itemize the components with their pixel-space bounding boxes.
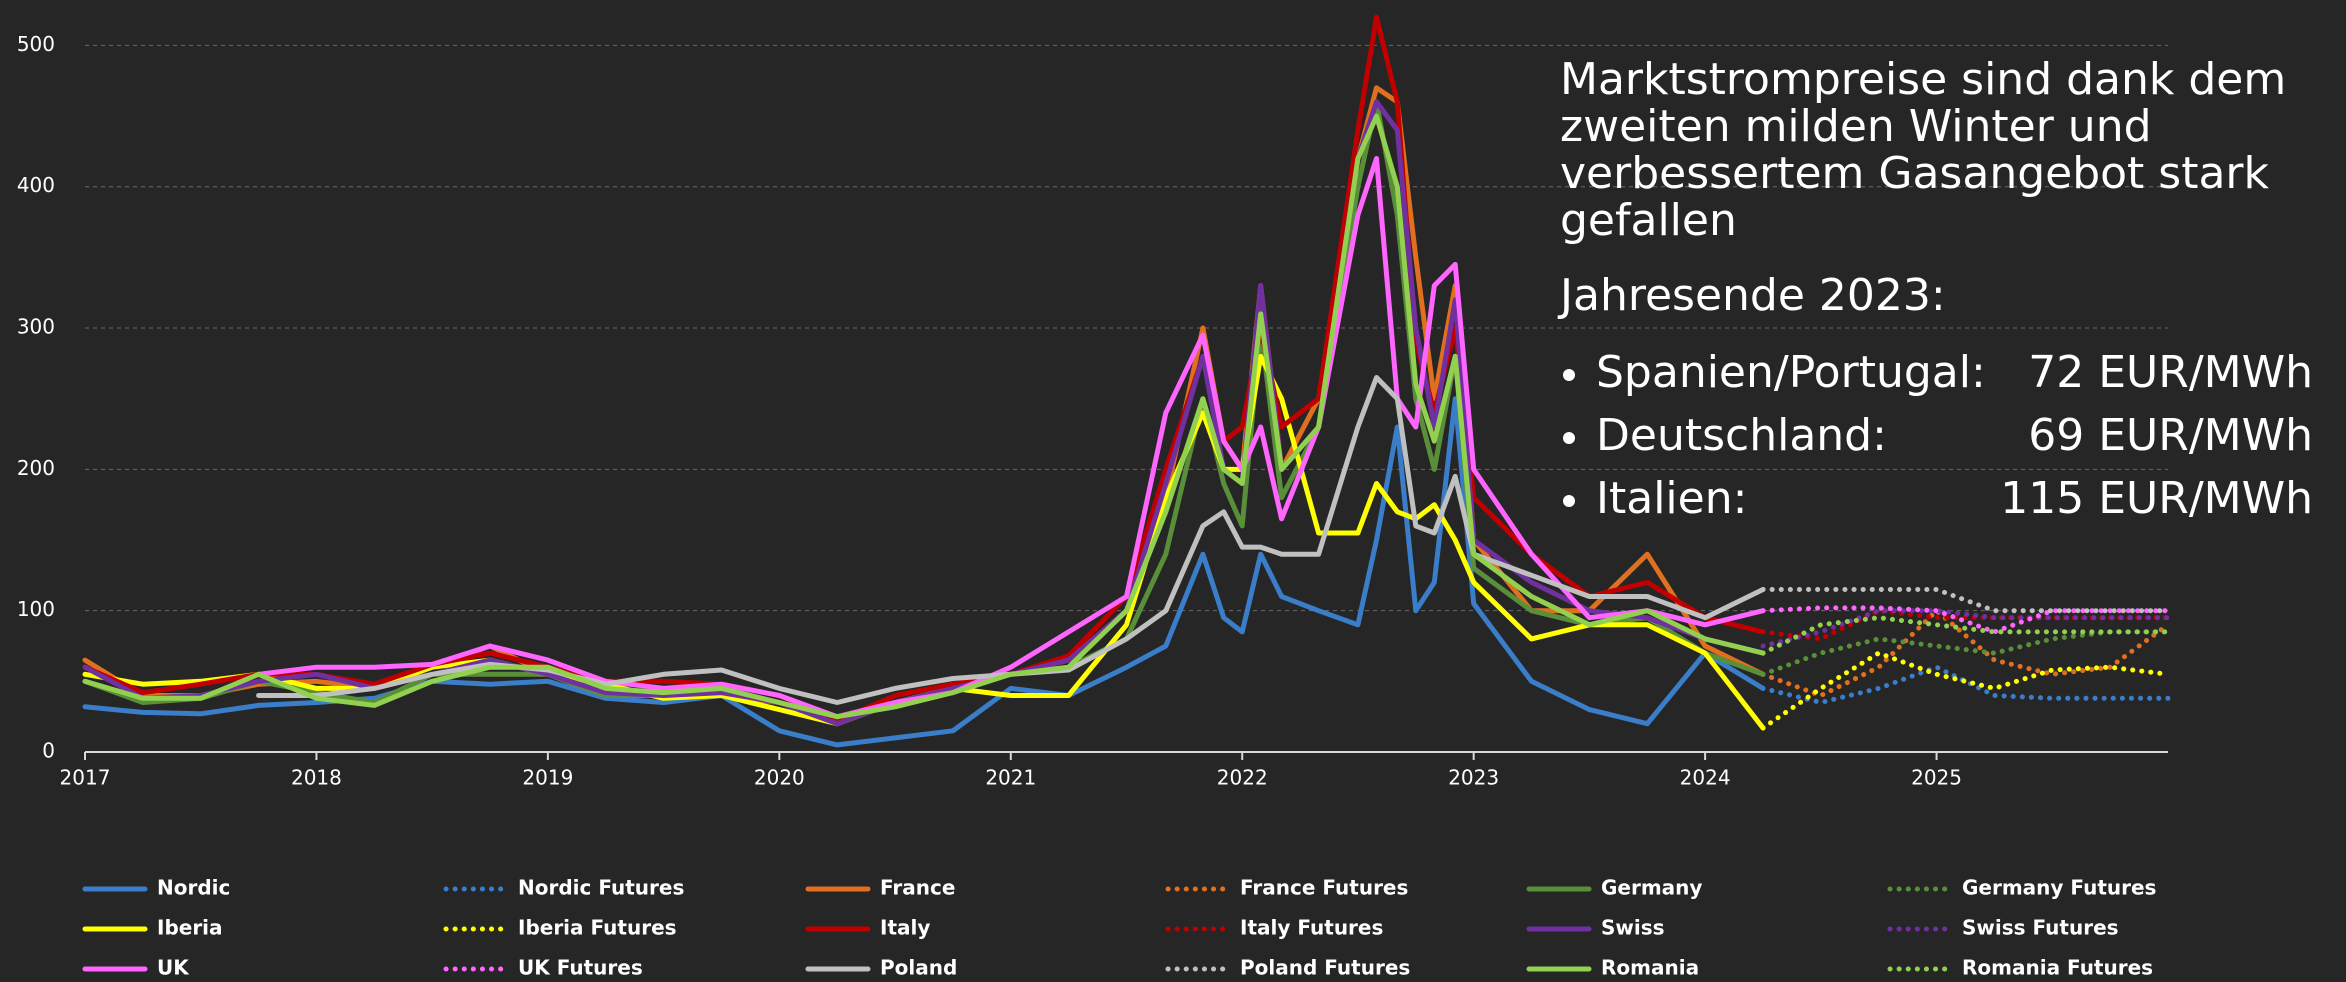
legend-label: Nordic <box>157 876 230 900</box>
legend-label: Italy Futures <box>1240 916 1383 940</box>
y-tick-label: 200 <box>17 456 55 480</box>
x-tick-label: 2019 <box>522 766 573 790</box>
bullet <box>1563 495 1575 507</box>
series-line <box>256 156 1766 720</box>
legend-label: UK Futures <box>518 956 643 980</box>
annotation-item-label: Spanien/Portugal: <box>1596 347 1986 398</box>
x-tick-label: 2023 <box>1448 766 1499 790</box>
annotation-item-value: 69 EUR/MWh <box>2028 410 2313 461</box>
x-tick-label: 2024 <box>1680 766 1731 790</box>
annotation-line: Marktstrompreise sind dank dem <box>1560 54 2286 105</box>
series-line <box>82 396 1766 748</box>
y-tick-label: 300 <box>17 315 55 339</box>
annotation-subheading: Jahresende 2023: <box>1557 270 1946 321</box>
x-tick-label: 2020 <box>754 766 805 790</box>
x-tick-label: 2021 <box>985 766 1036 790</box>
y-tick-label: 500 <box>17 32 55 56</box>
legend-label: France Futures <box>1240 876 1408 900</box>
annotation-line: gefallen <box>1560 195 1737 246</box>
legend-label: Swiss Futures <box>1962 916 2119 940</box>
legend-label: Swiss <box>1601 916 1665 940</box>
annotation-line: zweiten milden Winter und <box>1560 101 2152 152</box>
series-line <box>1760 605 2171 635</box>
series-line <box>82 113 1766 720</box>
legend-label: UK <box>157 956 190 980</box>
legend-label: Romania <box>1601 956 1699 980</box>
y-tick-label: 0 <box>42 739 55 763</box>
legend-label: Poland <box>880 956 957 980</box>
annotation-line: verbessertem Gasangebot stark <box>1560 148 2270 199</box>
y-tick-label: 400 <box>17 173 55 197</box>
y-tick-label: 100 <box>17 597 55 621</box>
legend-label: Romania Futures <box>1962 956 2153 980</box>
x-tick-label: 2018 <box>291 766 342 790</box>
legend-label: Iberia Futures <box>518 916 677 940</box>
annotation-item-label: Italien: <box>1596 473 1747 524</box>
series-line <box>1760 608 2171 649</box>
legend-label: Germany <box>1601 876 1702 900</box>
legend-label: Italy <box>880 916 930 940</box>
annotation-item-value: 72 EUR/MWh <box>2028 347 2313 398</box>
x-tick-label: 2017 <box>60 766 111 790</box>
legend-label: Iberia <box>157 916 223 940</box>
x-tick-label: 2025 <box>1911 766 1962 790</box>
annotation-item-label: Deutschland: <box>1596 410 1887 461</box>
legend-label: Nordic Futures <box>518 876 684 900</box>
legend-label: Poland Futures <box>1240 956 1410 980</box>
series-line <box>1760 608 2171 698</box>
series-line <box>1760 650 2171 731</box>
bullet <box>1563 432 1575 444</box>
bullet <box>1563 369 1575 381</box>
x-tick-label: 2022 <box>1217 766 1268 790</box>
annotation-item-value: 115 EUR/MWh <box>2000 473 2313 524</box>
legend-label: France <box>880 876 955 900</box>
legend-label: Germany Futures <box>1962 876 2156 900</box>
series-line <box>1760 615 2171 656</box>
